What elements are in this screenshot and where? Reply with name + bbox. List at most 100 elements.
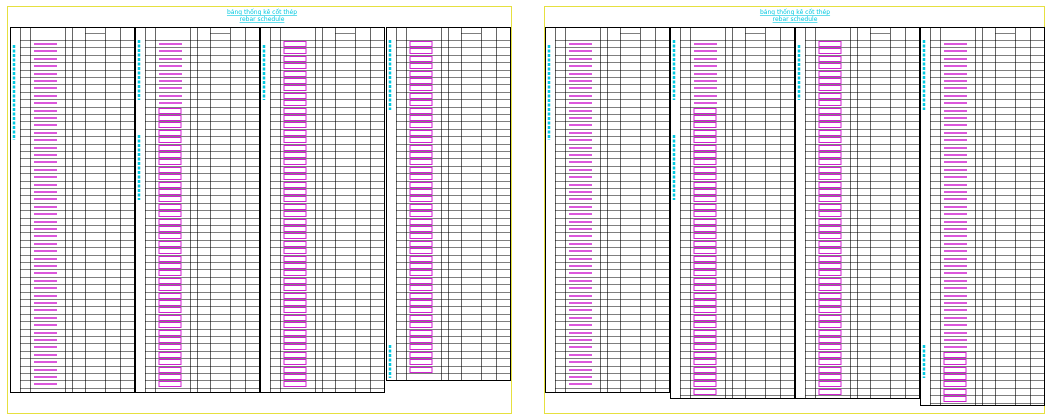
- bar-shape: [409, 241, 433, 247]
- bar-shape: [283, 71, 307, 77]
- bar-shape: [693, 167, 717, 173]
- bar-shape: [158, 233, 182, 239]
- bar-shape: [158, 263, 182, 269]
- bar-shape: [283, 174, 307, 180]
- bar-shape: [818, 189, 842, 195]
- bar-shape: [409, 93, 433, 99]
- bar-shape: [693, 189, 717, 195]
- bar-shape: [818, 145, 842, 151]
- bar-shape: [283, 56, 307, 62]
- bar-shape: [409, 248, 433, 254]
- bar-shape: [283, 248, 307, 254]
- bar-shape: [409, 174, 433, 180]
- bar-shape: [283, 278, 307, 284]
- bar-shape: [409, 293, 433, 299]
- bar-shape: [818, 48, 842, 54]
- bar-shape: [818, 344, 842, 350]
- bar-shape: [158, 152, 182, 158]
- bar-shape: [818, 315, 842, 321]
- bar-shape: [693, 278, 717, 284]
- bar-shape: [158, 285, 182, 291]
- bar-shape: [283, 374, 307, 380]
- bar-shape: [943, 396, 967, 402]
- bar-shape: [283, 307, 307, 313]
- bar-shape: [693, 256, 717, 262]
- bar-shape: [818, 211, 842, 217]
- bar-shape: [693, 374, 717, 380]
- bar-shape: [283, 196, 307, 202]
- bar-shape: [283, 263, 307, 269]
- bar-shape: [283, 182, 307, 188]
- bar-shape: [283, 226, 307, 232]
- bar-shape: [158, 145, 182, 151]
- bar-shape: [283, 137, 307, 143]
- sheet-title: bảng thống kê cốt thép: [227, 9, 297, 16]
- bar-shape: [409, 137, 433, 143]
- bar-shape: [693, 337, 717, 343]
- bar-shape: [693, 359, 717, 365]
- bar-shape: [283, 100, 307, 106]
- bar-shape: [283, 344, 307, 350]
- bar-shape: [283, 285, 307, 291]
- bar-shape: [158, 174, 182, 180]
- bar-shape: [283, 300, 307, 306]
- bar-shape: [693, 330, 717, 336]
- bar-shape: [283, 63, 307, 69]
- bar-shape: [158, 330, 182, 336]
- bar-shape: [409, 167, 433, 173]
- bar-shape: [409, 78, 433, 84]
- bar-shape: [283, 152, 307, 158]
- bar-shape: [818, 278, 842, 284]
- bar-shape: [693, 174, 717, 180]
- bar-shape: [693, 307, 717, 313]
- bar-shape: [409, 71, 433, 77]
- bar-shape: [693, 219, 717, 225]
- bar-shape: [818, 359, 842, 365]
- bar-shape: [693, 315, 717, 321]
- bar-shape: [818, 307, 842, 313]
- bar-shape: [283, 204, 307, 210]
- bar-shape: [818, 152, 842, 158]
- bar-shape: [818, 130, 842, 136]
- bar-shape: [409, 130, 433, 136]
- bar-shape: [283, 189, 307, 195]
- bar-shape: [158, 226, 182, 232]
- bar-shape: [693, 145, 717, 151]
- bar-shape: [158, 293, 182, 299]
- bar-shape: [158, 315, 182, 321]
- bar-shape: [409, 122, 433, 128]
- bar-shape: [283, 48, 307, 54]
- bar-shape: [158, 204, 182, 210]
- bar-shape: [693, 182, 717, 188]
- bar-shape: [409, 278, 433, 284]
- bar-shape: [409, 63, 433, 69]
- bar-shape: [818, 270, 842, 276]
- bar-shape: [409, 145, 433, 151]
- tables: [10, 27, 1045, 406]
- bar-shape: [818, 71, 842, 77]
- bar-shape: [818, 285, 842, 291]
- bar-shape: [409, 322, 433, 328]
- bar-shape: [818, 137, 842, 143]
- bar-shape: [943, 367, 967, 373]
- bar-shape: [283, 211, 307, 217]
- bar-shape: [818, 93, 842, 99]
- bar-shape: [818, 115, 842, 121]
- bar-shape: [818, 78, 842, 84]
- bar-shape: [409, 307, 433, 313]
- bar-shape: [943, 381, 967, 387]
- sheet-subtitle: rebar schedule: [240, 16, 285, 23]
- bar-shape: [693, 322, 717, 328]
- bar-shape: [818, 248, 842, 254]
- bar-shape: [409, 233, 433, 239]
- bar-shape: [158, 122, 182, 128]
- bar-shape: [283, 293, 307, 299]
- bar-shape: [693, 115, 717, 121]
- bar-shape: [409, 182, 433, 188]
- bar-shape: [283, 41, 307, 47]
- bar-shape: [283, 93, 307, 99]
- bar-shape: [693, 241, 717, 247]
- bar-shape: [158, 159, 182, 165]
- bar-shape: [409, 56, 433, 62]
